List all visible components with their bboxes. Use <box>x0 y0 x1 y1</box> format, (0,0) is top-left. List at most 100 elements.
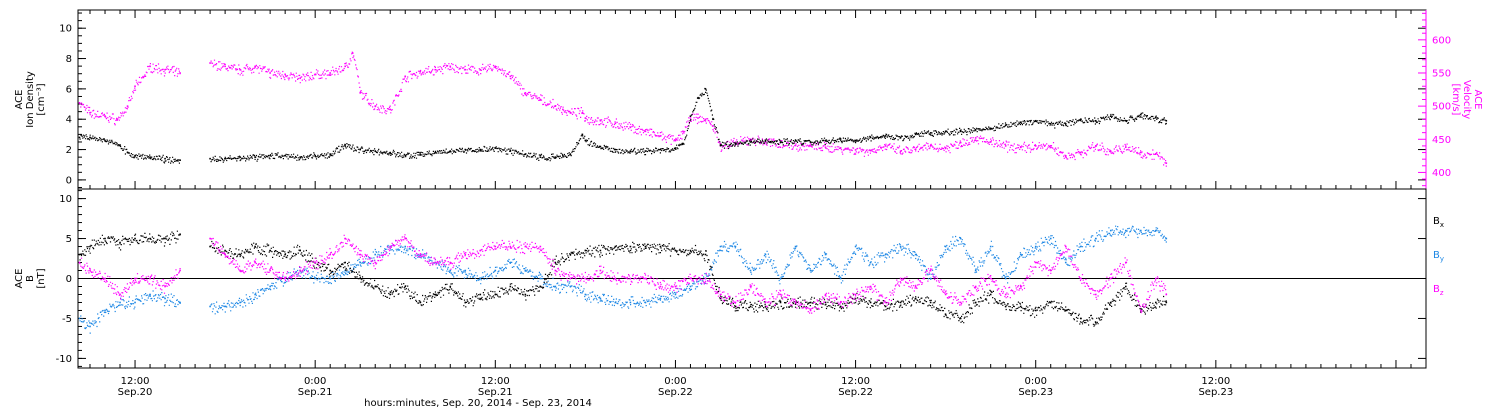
bx-point <box>1154 301 1157 304</box>
bz-point <box>239 269 241 272</box>
bz-point <box>989 277 992 280</box>
bx-point <box>254 245 256 248</box>
velocity-point <box>179 72 181 74</box>
velocity-point <box>989 141 992 143</box>
bz-point <box>704 277 707 280</box>
by-point <box>1109 229 1112 232</box>
velocity-point <box>1004 145 1007 147</box>
x-tick-date-label: Sep.22 <box>658 387 693 398</box>
velocity-point <box>944 147 947 149</box>
density-point <box>209 157 211 160</box>
density-point <box>614 148 617 151</box>
density-point <box>644 150 647 152</box>
velocity-point <box>389 108 392 111</box>
velocity-axis-tick-label: 550 <box>1432 68 1451 79</box>
bx-point <box>899 301 902 304</box>
density-point <box>1064 122 1067 125</box>
b-axis-label: ACEB[nT] <box>14 268 47 288</box>
bz-point <box>1154 277 1157 280</box>
bx-point <box>704 253 707 256</box>
bz-point <box>779 293 782 296</box>
by-point <box>539 277 542 280</box>
bx-point <box>1165 301 1168 304</box>
bx-point <box>629 245 632 248</box>
b-axis-label-line: ACE <box>14 269 25 289</box>
density-point <box>712 118 714 121</box>
by-point <box>719 245 722 248</box>
by-point <box>1034 245 1037 248</box>
bz-point <box>869 285 872 288</box>
by-point <box>974 269 977 272</box>
bx-point <box>1034 309 1037 312</box>
bx-point <box>524 293 527 296</box>
density-point <box>1004 124 1007 127</box>
velocity-point <box>697 117 699 119</box>
x-tick-date-label: Sep.21 <box>478 387 513 398</box>
bz-point <box>554 269 557 272</box>
bz-point <box>734 301 737 304</box>
by-point <box>314 277 316 280</box>
velocity-point <box>284 73 286 76</box>
velocity-point <box>464 68 467 71</box>
velocity-point <box>1064 155 1067 157</box>
velocity-point <box>509 75 512 78</box>
velocity-point <box>164 68 166 71</box>
bz-point <box>1094 293 1097 296</box>
by-point <box>78 317 81 320</box>
legend-label-sub: z <box>1440 289 1444 297</box>
x-tick-time-label: 0:00 <box>664 376 686 387</box>
velocity-point <box>89 111 91 114</box>
bz-point <box>584 277 587 280</box>
density-point <box>581 133 584 136</box>
density-axis-tick-label: 8 <box>66 54 72 65</box>
density-scatter-cloud <box>79 87 1167 164</box>
legend-bz: Bz <box>1433 284 1444 297</box>
bx-point <box>824 301 827 304</box>
legend-by: By <box>1433 250 1444 263</box>
velocity-point <box>104 115 106 117</box>
velocity-axis-label: ACEVelocity[km/s] <box>1450 80 1483 119</box>
by-point <box>179 301 181 304</box>
bz-point <box>284 277 286 280</box>
bz-point <box>269 269 271 272</box>
by-point <box>1049 237 1052 240</box>
b-axis-tick-label: 0 <box>66 274 72 285</box>
bx-point <box>434 293 437 296</box>
velocity-point <box>704 118 707 121</box>
bx-point <box>854 297 857 300</box>
by-point <box>509 261 512 264</box>
density-point <box>344 144 346 146</box>
velocity-point <box>351 52 354 54</box>
by-point <box>884 253 887 256</box>
density-point <box>1109 115 1112 117</box>
velocity-point <box>674 139 677 142</box>
bx-point <box>794 303 797 305</box>
bx-point <box>764 305 767 308</box>
bz-point <box>659 285 662 288</box>
velocity-point <box>959 141 962 144</box>
density-axis-label: ACEIon Density[cm⁻³] <box>14 71 47 128</box>
x-tick-time-label: 12:00 <box>1201 376 1230 387</box>
bz-point <box>434 261 437 264</box>
x-tick-date-label: Sep.20 <box>118 387 153 398</box>
velocity-axis-label-line: [km/s] <box>1450 84 1461 116</box>
bx-point <box>1109 301 1112 304</box>
by-point <box>134 301 136 304</box>
velocity-axis-label-line: ACE <box>1472 90 1483 110</box>
velocity-point <box>209 62 211 64</box>
bx-point <box>989 293 992 296</box>
velocity-point <box>809 145 812 147</box>
density-axis-tick-label: 2 <box>66 145 72 156</box>
velocity-point <box>584 117 587 119</box>
bx-point <box>779 301 782 304</box>
velocity-axis-tick-label: 450 <box>1432 135 1451 146</box>
bz-point <box>359 253 362 256</box>
by-point <box>269 285 271 288</box>
bz-point <box>839 301 842 304</box>
bz-point <box>134 277 136 280</box>
density-point <box>419 153 422 155</box>
by-point <box>899 245 902 248</box>
